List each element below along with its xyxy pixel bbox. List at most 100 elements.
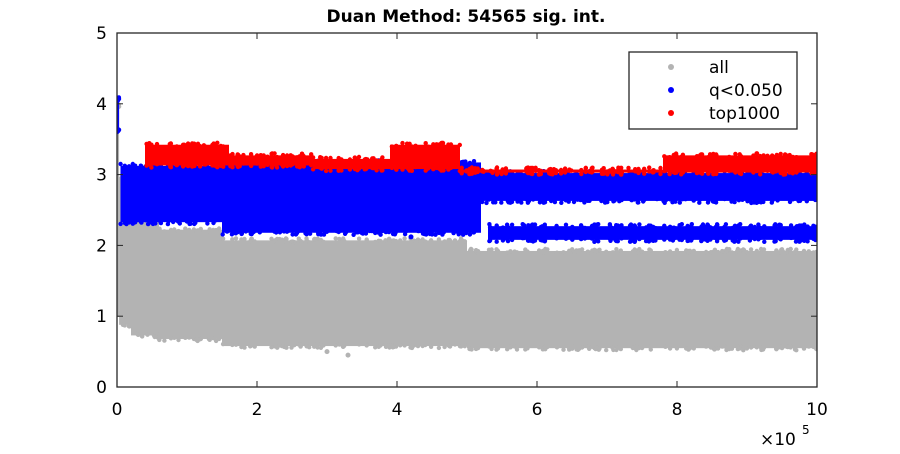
data-point bbox=[553, 170, 559, 176]
data-point bbox=[448, 165, 453, 171]
data-point bbox=[570, 224, 575, 230]
data-point bbox=[168, 336, 174, 341]
data-point bbox=[129, 218, 134, 223]
data-point bbox=[183, 335, 188, 340]
data-point bbox=[775, 198, 780, 203]
x-tick-label: 6 bbox=[532, 400, 543, 420]
data-point bbox=[459, 160, 464, 165]
legend-marker bbox=[668, 87, 674, 93]
data-point bbox=[540, 238, 545, 243]
data-point bbox=[589, 236, 595, 241]
data-point bbox=[290, 232, 295, 237]
data-point bbox=[784, 250, 789, 255]
data-point bbox=[499, 171, 504, 177]
data-point bbox=[493, 200, 498, 205]
data-point bbox=[126, 324, 132, 329]
data-point bbox=[559, 200, 564, 205]
data-point bbox=[601, 166, 606, 171]
data-point bbox=[274, 165, 280, 170]
data-point bbox=[747, 198, 753, 203]
data-point bbox=[158, 219, 163, 224]
data-point bbox=[663, 250, 668, 255]
data-point bbox=[813, 237, 817, 243]
data-point bbox=[157, 226, 162, 231]
data-point bbox=[406, 166, 411, 172]
data-point bbox=[738, 236, 743, 241]
data-point bbox=[118, 221, 123, 227]
data-point bbox=[310, 155, 316, 160]
series-band bbox=[481, 173, 817, 201]
data-point bbox=[632, 197, 638, 202]
data-point bbox=[351, 232, 356, 237]
data-point bbox=[617, 197, 622, 203]
data-point bbox=[460, 239, 465, 244]
data-point bbox=[342, 231, 348, 236]
data-point bbox=[583, 169, 588, 174]
data-point bbox=[538, 171, 544, 177]
data-point bbox=[342, 343, 347, 348]
data-point bbox=[356, 236, 362, 241]
data-point bbox=[208, 334, 214, 340]
data-point bbox=[467, 171, 472, 177]
data-point bbox=[794, 224, 799, 229]
data-point bbox=[213, 338, 219, 344]
series-band bbox=[131, 212, 159, 336]
x-tick-label: 2 bbox=[252, 400, 263, 420]
data-point bbox=[422, 231, 427, 237]
data-point bbox=[629, 198, 634, 203]
data-point bbox=[473, 346, 479, 352]
data-point bbox=[741, 345, 747, 350]
data-point bbox=[321, 343, 326, 348]
data-point bbox=[662, 154, 667, 159]
data-point bbox=[593, 346, 598, 352]
data-point bbox=[618, 346, 623, 352]
data-point bbox=[328, 168, 333, 173]
data-point bbox=[648, 248, 653, 253]
data-point bbox=[182, 163, 187, 168]
data-point bbox=[552, 199, 558, 205]
data-point bbox=[135, 332, 141, 337]
data-point bbox=[354, 230, 359, 235]
data-point bbox=[433, 232, 438, 237]
data-point bbox=[583, 165, 588, 171]
data-point bbox=[680, 152, 686, 157]
data-point bbox=[284, 163, 290, 169]
data-point bbox=[774, 168, 779, 173]
data-point bbox=[813, 197, 817, 203]
data-point bbox=[312, 237, 318, 242]
data-point bbox=[536, 248, 542, 253]
data-point bbox=[281, 229, 287, 234]
data-point bbox=[712, 347, 717, 352]
data-point bbox=[252, 239, 257, 244]
data-point bbox=[309, 163, 314, 168]
data-point bbox=[637, 236, 642, 242]
legend-label: top1000 bbox=[709, 104, 780, 124]
data-point bbox=[205, 221, 210, 226]
data-point bbox=[429, 230, 434, 235]
data-point bbox=[220, 236, 226, 241]
data-point bbox=[806, 344, 811, 349]
data-point bbox=[230, 237, 235, 242]
data-point bbox=[370, 156, 375, 161]
data-point bbox=[460, 342, 465, 348]
data-point bbox=[585, 249, 590, 254]
data-point bbox=[618, 248, 623, 253]
data-point bbox=[627, 223, 633, 228]
data-point bbox=[301, 164, 306, 169]
data-point bbox=[505, 199, 511, 204]
series-band bbox=[222, 240, 467, 347]
data-point bbox=[208, 228, 214, 234]
data-point bbox=[505, 250, 510, 255]
data-point bbox=[654, 196, 660, 202]
data-point bbox=[220, 341, 226, 347]
data-point bbox=[610, 172, 616, 177]
data-point bbox=[761, 247, 767, 252]
data-point bbox=[386, 229, 392, 235]
data-point bbox=[413, 164, 418, 170]
data-point bbox=[342, 238, 347, 244]
data-point bbox=[811, 250, 816, 255]
data-point bbox=[647, 169, 652, 174]
data-point bbox=[251, 229, 256, 235]
data-point bbox=[364, 343, 369, 348]
series-band bbox=[117, 105, 120, 315]
